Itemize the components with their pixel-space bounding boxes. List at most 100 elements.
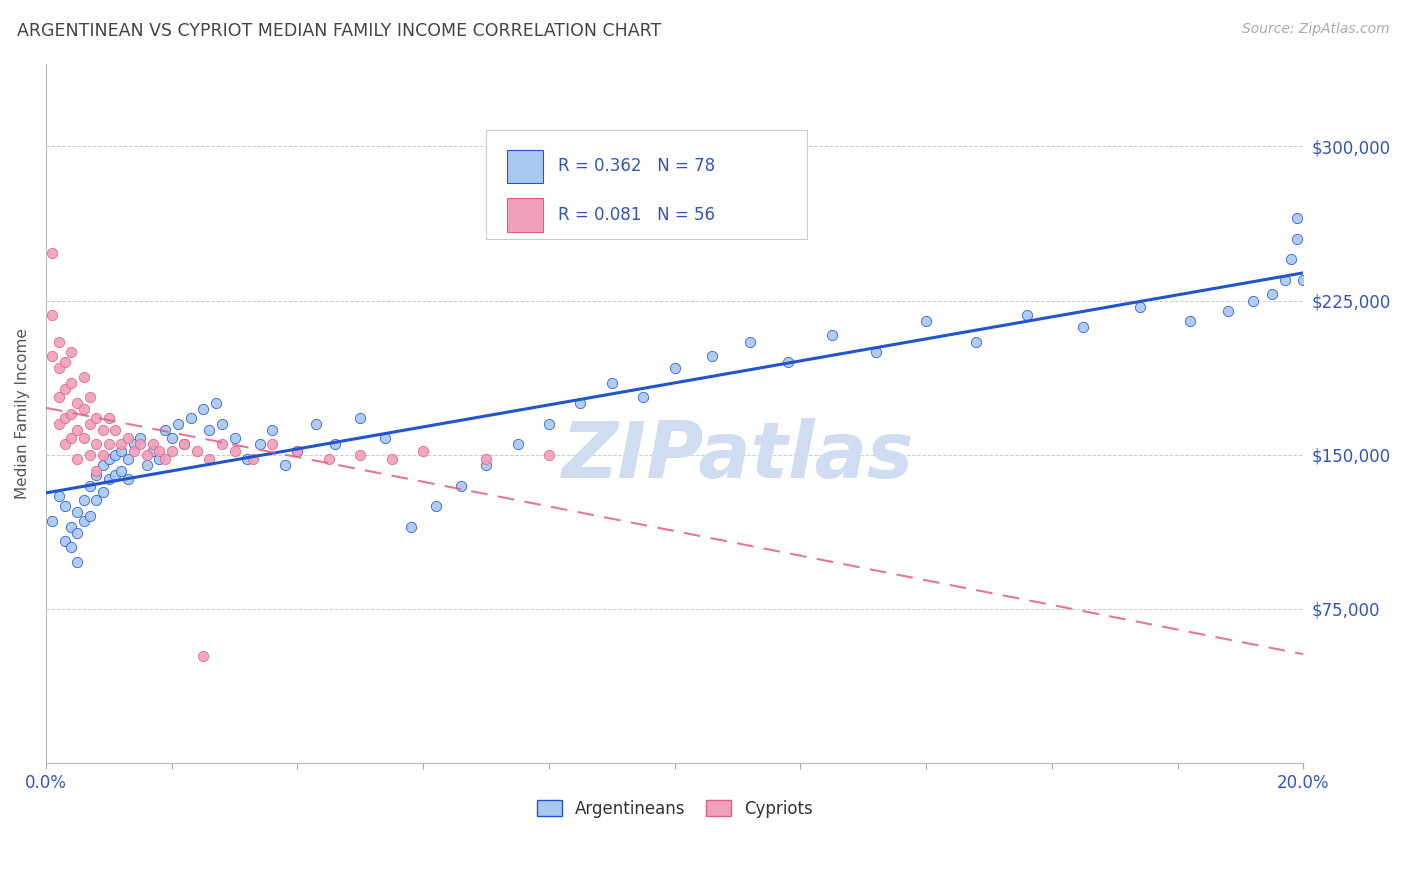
Point [60,519,83,533]
Point [600,376,623,390]
Point [41,349,63,363]
Point [60,540,83,554]
Point [129,437,152,451]
Point [53,437,76,451]
Point [1292,273,1315,287]
Point [412,443,434,458]
Point [48,334,70,349]
Point [198,451,221,466]
Point [110,443,132,458]
Point [211,437,233,451]
Point [117,472,139,486]
Point [60,407,83,421]
Point [186,443,208,458]
Point [66,555,89,569]
Point [104,423,127,437]
Point [79,390,101,404]
Point [104,468,127,483]
Point [91,458,114,472]
Point [160,431,183,445]
Point [349,448,371,462]
Point [155,423,177,437]
Point [204,396,226,410]
Point [53,410,76,425]
Point [236,451,259,466]
Point [1180,314,1202,328]
Point [135,458,157,472]
Point [97,437,120,451]
Point [191,649,214,664]
Point [91,448,114,462]
Point [323,437,346,451]
Point [66,525,89,540]
Point [122,437,145,451]
Point [48,390,70,404]
Point [60,345,83,359]
Point [48,361,70,376]
Point [73,431,96,445]
Point [84,492,107,507]
Point [425,499,447,513]
Point [1286,232,1309,246]
Point [274,458,297,472]
Point [97,472,120,486]
Point [60,376,83,390]
Point [104,448,127,462]
Point [66,505,89,519]
Point [191,402,214,417]
Point [569,396,592,410]
Point [740,334,762,349]
Point [865,345,887,359]
Point [262,423,284,437]
Point [537,417,560,431]
Point [53,534,76,549]
Point [475,458,498,472]
Point [198,423,221,437]
Point [1216,303,1239,318]
Point [399,519,422,533]
Point [60,431,83,445]
Y-axis label: Median Family Income: Median Family Income [15,328,30,499]
Point [117,431,139,445]
Point [53,355,76,369]
Point [122,443,145,458]
Point [966,334,988,349]
Point [79,448,101,462]
Point [48,489,70,503]
Point [349,410,371,425]
Point [1274,273,1296,287]
Point [84,410,107,425]
Point [242,451,264,466]
Point [84,464,107,478]
Point [318,451,340,466]
Point [1241,293,1264,308]
Bar [508,150,543,183]
Point [41,246,63,260]
Point [41,308,63,322]
Point [776,355,799,369]
Point [66,451,89,466]
Point [84,468,107,483]
Point [173,437,195,451]
Point [142,437,165,451]
Point [84,437,107,451]
Text: R = 0.081   N = 56: R = 0.081 N = 56 [558,206,714,224]
Point [48,417,70,431]
FancyBboxPatch shape [486,130,807,239]
Point [79,417,101,431]
Text: Source: ZipAtlas.com: Source: ZipAtlas.com [1241,22,1389,37]
Text: R = 0.362   N = 78: R = 0.362 N = 78 [558,157,714,176]
Point [173,437,195,451]
Point [1261,287,1284,301]
Point [53,499,76,513]
Point [1073,320,1095,334]
Point [287,443,309,458]
Point [79,509,101,524]
Point [41,514,63,528]
Point [915,314,938,328]
Point [180,410,202,425]
Point [702,349,724,363]
Point [73,514,96,528]
Point [211,417,233,431]
Point [224,431,246,445]
